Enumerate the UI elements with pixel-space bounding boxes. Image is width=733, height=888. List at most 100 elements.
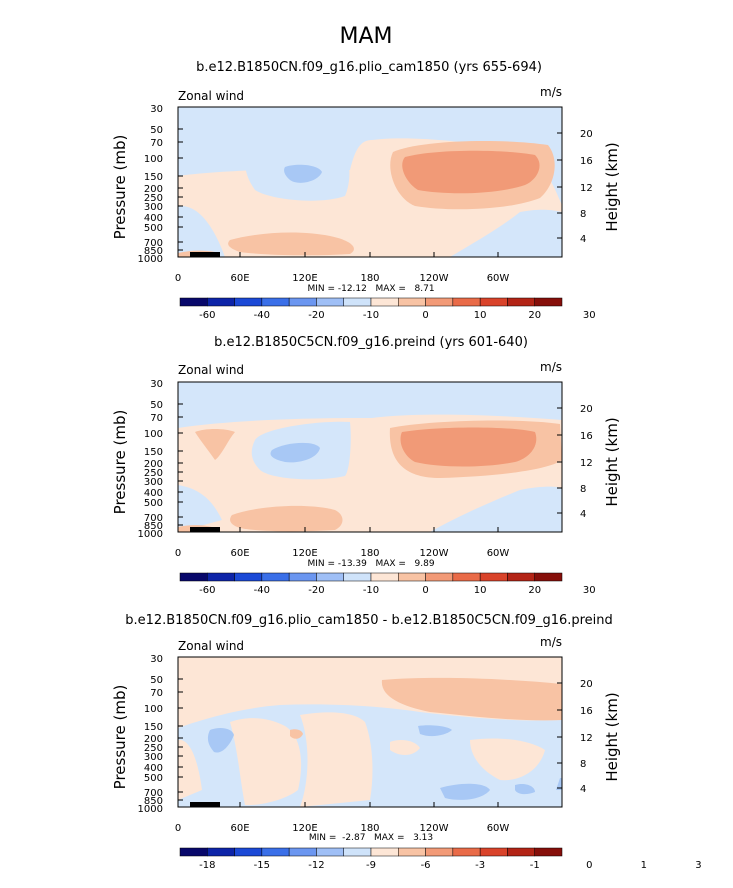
y-tick: 30 (150, 379, 163, 390)
x-tick: 120W (420, 823, 449, 834)
colorbar-swatch (234, 572, 263, 582)
y-tick: 70 (150, 688, 163, 699)
y-tick: 1000 (138, 529, 163, 540)
y-tick-right: 20 (580, 679, 593, 690)
colorbar-swatch (288, 572, 317, 582)
contour-field (178, 657, 562, 807)
y-axis-label: Pressure (mb) (111, 410, 129, 515)
units-label: m/s (540, 360, 562, 374)
colorbar-swatch (343, 297, 372, 307)
colorbar-label: -6 (421, 860, 431, 871)
colorbar-swatch (479, 572, 508, 582)
y-tick-right: 4 (580, 234, 586, 245)
colorbar-swatch (179, 297, 208, 307)
colorbar: -60 -40 -20 -10 0 10 20 30 (179, 572, 596, 596)
y-tick-right: 4 (580, 784, 586, 795)
colorbar-label: 10 (474, 310, 487, 321)
colorbar-swatch (452, 297, 481, 307)
y-axis-label: Pressure (mb) (111, 685, 129, 790)
y-tick: 400 (144, 763, 163, 774)
y-tick-right: 16 (580, 156, 593, 167)
x-tick: 180 (360, 273, 379, 284)
colorbar-label: -1 (530, 860, 540, 871)
colorbar-swatch (261, 847, 290, 857)
y-tick-marks-left (178, 656, 183, 801)
y-tick: 1000 (138, 254, 163, 265)
colorbar-swatch (398, 847, 426, 857)
y-tick: 70 (150, 138, 163, 149)
topography (190, 802, 220, 807)
panel-2: b.e12.B1850C5CN.f09_g16.preind (yrs 601-… (111, 335, 621, 596)
y-tick: 700 (144, 513, 163, 524)
colorbar-label: 30 (583, 585, 596, 596)
x-tick: 60W (487, 273, 510, 284)
topography (190, 252, 220, 257)
colorbar-swatch (452, 847, 481, 857)
y-tick-marks-left (178, 106, 183, 251)
y-tick: 100 (144, 154, 163, 165)
colorbar-label: -3 (475, 860, 485, 871)
colorbar-label: 0 (422, 585, 428, 596)
x-tick: 0 (175, 548, 181, 559)
colorbar-label: -60 (199, 310, 215, 321)
y-tick-right: 16 (580, 431, 593, 442)
colorbar-label: 0 (586, 860, 592, 871)
panel-title: b.e12.B1850CN.f09_g16.plio_cam1850 (yrs … (196, 60, 542, 75)
y-tick: 500 (144, 773, 163, 784)
y-tick: 700 (144, 788, 163, 799)
y-tick: 70 (150, 413, 163, 424)
y-axis-label-right: Height (km) (603, 142, 621, 231)
variable-label: Zonal wind (178, 89, 244, 103)
colorbar-swatch (316, 572, 344, 582)
colorbar-swatch (370, 297, 399, 307)
colorbar-label: -10 (363, 585, 379, 596)
y-tick: 150 (144, 722, 163, 733)
colorbar-swatch (507, 572, 535, 582)
x-tick: 180 (360, 823, 379, 834)
units-label: m/s (540, 85, 562, 99)
colorbar: -18-15-12-9-6-3-101369121518 (179, 847, 702, 871)
colorbar-label: 20 (528, 310, 541, 321)
y-tick: 100 (144, 704, 163, 715)
y-tick-right: 8 (580, 759, 586, 770)
colorbar-swatch (234, 847, 263, 857)
y-tick: 850 (144, 521, 163, 532)
y-tick: 50 (150, 675, 163, 686)
colorbar-label: -9 (366, 860, 376, 871)
colorbar-label: -12 (308, 860, 324, 871)
x-tick: 180 (360, 548, 379, 559)
x-tick: 120E (292, 548, 317, 559)
colorbar-swatch (452, 572, 481, 582)
colorbar-label: 3 (695, 860, 701, 871)
colorbar-swatch (507, 297, 535, 307)
y-tick-marks-right (557, 407, 562, 514)
colorbar-label: -20 (308, 585, 324, 596)
x-tick: 120W (420, 548, 449, 559)
y-ticks-left: 30 50 70 100 150 200 250 300 400 500 700… (138, 104, 163, 265)
y-ticks-left: 30 50 70 100 150 200 250 300 400 500 700… (138, 654, 163, 815)
y-tick: 300 (144, 477, 163, 488)
x-ticks: 0 60E 120E 180 120W 60W (175, 823, 510, 834)
colorbar-swatch (316, 297, 344, 307)
colorbar-swatch (479, 847, 508, 857)
colorbar-swatch (316, 847, 344, 857)
colorbar-swatch (370, 847, 399, 857)
colorbar-swatch (234, 297, 263, 307)
y-tick-right: 8 (580, 209, 586, 220)
colorbar-label: 30 (583, 310, 596, 321)
contour-field (178, 382, 562, 532)
y-tick-marks-right (557, 682, 562, 789)
y-tick-marks-left (178, 381, 183, 526)
y-tick: 400 (144, 213, 163, 224)
x-tick: 60W (487, 823, 510, 834)
x-tick-marks (177, 252, 499, 257)
y-tick: 850 (144, 796, 163, 807)
y-axis-label-right: Height (km) (603, 417, 621, 506)
colorbar-label: -60 (199, 585, 215, 596)
y-tick-right: 20 (580, 129, 593, 140)
colorbar-swatch (534, 572, 563, 582)
colorbar-label: -40 (254, 585, 270, 596)
y-tick: 30 (150, 104, 163, 115)
y-ticks-right: 20 16 12 8 4 (580, 129, 593, 245)
x-tick: 0 (175, 273, 181, 284)
